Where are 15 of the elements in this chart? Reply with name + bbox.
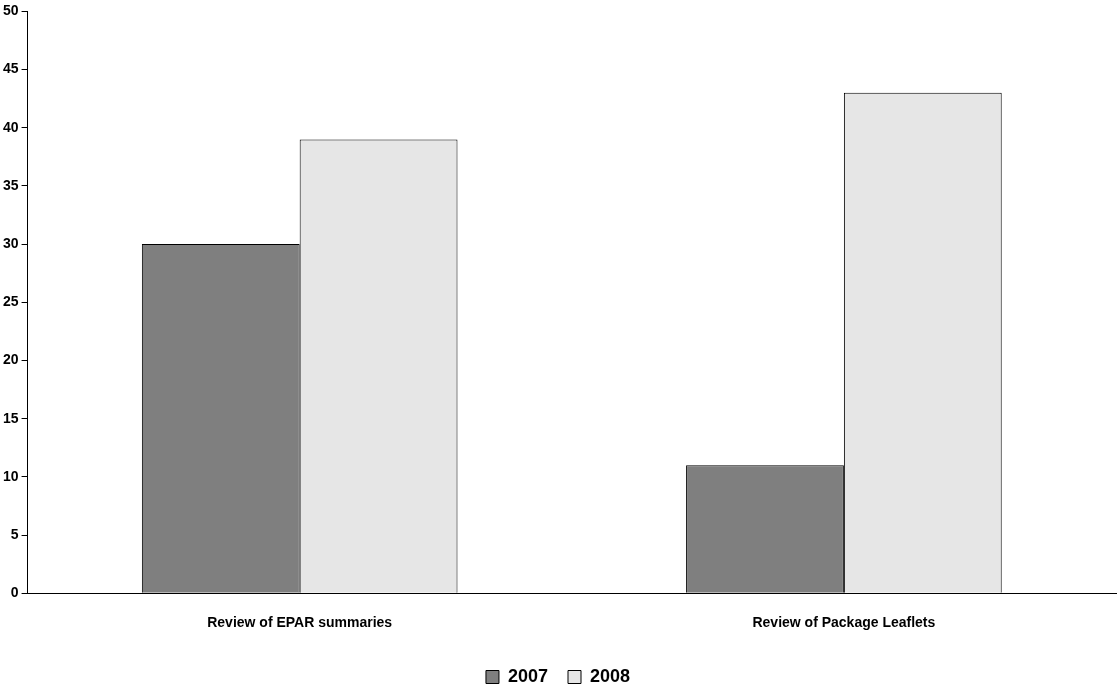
x-tick-label: Review of EPAR summaries (207, 614, 393, 631)
x-tick-label: Review of Package Leaflets (752, 614, 936, 631)
y-tick-label: 35 (2, 176, 19, 193)
y-tick-label: 20 (2, 351, 19, 368)
y-tick-label: 15 (2, 409, 19, 426)
y-tick-label: 10 (2, 467, 19, 484)
y-tick-label: 40 (2, 118, 19, 135)
y-tick-label: 45 (2, 60, 19, 77)
y-tick-label: 0 (10, 584, 19, 601)
legend-label: 2008 (590, 665, 631, 686)
y-tick-label: 25 (2, 293, 19, 310)
y-tick-label: 50 (2, 2, 19, 19)
legend-label: 2007 (507, 665, 548, 686)
y-tick-label: 5 (10, 525, 19, 542)
y-tick-label: 30 (2, 234, 19, 251)
